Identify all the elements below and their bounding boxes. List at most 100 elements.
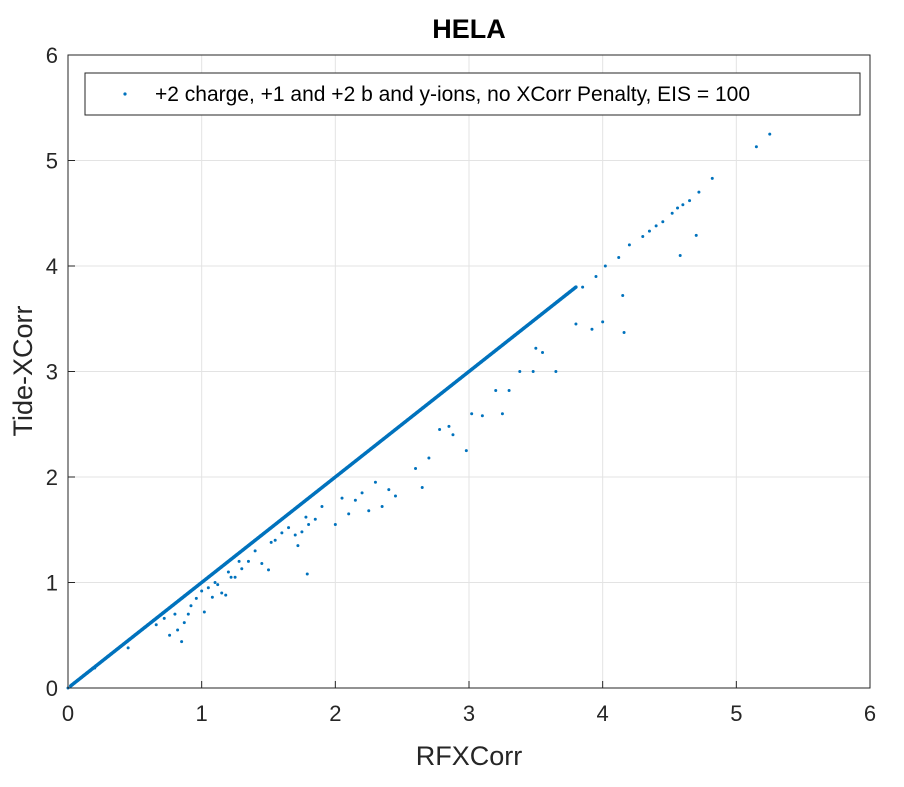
data-point [162, 616, 166, 620]
y-tick-label: 6 [46, 43, 58, 68]
data-point [189, 604, 193, 608]
data-point [126, 646, 130, 650]
data-point [688, 199, 692, 203]
data-point [300, 530, 304, 534]
data-point [641, 234, 645, 238]
data-point [224, 593, 228, 597]
y-tick-label: 3 [46, 360, 58, 385]
data-point [393, 494, 397, 498]
data-point [182, 621, 186, 625]
data-point [654, 224, 658, 228]
data-point [82, 673, 86, 677]
data-point [273, 538, 277, 542]
data-point [754, 145, 758, 149]
x-tick-label: 6 [864, 701, 876, 726]
data-point [681, 203, 685, 207]
data-point [296, 544, 300, 548]
data-point [554, 370, 558, 373]
data-point [507, 388, 511, 392]
data-point [541, 351, 545, 355]
data-point [206, 586, 210, 590]
data-point [210, 595, 214, 599]
data-point [233, 575, 237, 579]
x-tick-label: 3 [463, 701, 475, 726]
y-tick-label: 0 [46, 676, 58, 701]
data-point [320, 505, 324, 509]
y-tick-label: 5 [46, 149, 58, 174]
data-point [260, 562, 264, 566]
data-point [601, 320, 605, 324]
data-point [305, 572, 309, 576]
legend-box [84, 72, 861, 116]
data-point [603, 264, 607, 268]
x-tick-label: 2 [329, 701, 341, 726]
data-point [676, 206, 680, 210]
x-tick-labels: 0 1 2 3 4 5 6 [62, 701, 876, 726]
data-point [647, 229, 651, 233]
data-point [168, 633, 172, 637]
data-point [360, 491, 364, 495]
data-point [237, 559, 241, 563]
data-point [534, 346, 538, 350]
data-points [66, 132, 772, 690]
data-point [347, 512, 351, 516]
data-point [154, 623, 158, 627]
data-point [518, 370, 522, 373]
y-tick-label: 2 [46, 465, 58, 490]
data-point [470, 412, 474, 416]
data-point [194, 596, 198, 600]
chart-title: HELA [432, 14, 506, 44]
data-point [173, 612, 177, 616]
data-point [202, 610, 206, 614]
data-point [106, 654, 110, 658]
data-point [246, 559, 250, 563]
data-point [353, 498, 357, 502]
data-point [451, 433, 455, 437]
data-point [253, 549, 257, 553]
x-tick-label: 5 [730, 701, 742, 726]
legend: +2 charge, +1 and +2 b and y-ions, no XC… [84, 72, 861, 116]
data-point [622, 330, 626, 334]
data-point [304, 515, 308, 519]
data-point [267, 568, 270, 572]
y-tick-labels: 0 1 2 3 4 5 6 [46, 43, 58, 701]
data-point [661, 220, 665, 224]
data-point [387, 488, 391, 492]
y-tick-label: 4 [46, 254, 58, 279]
x-tick-label: 4 [597, 701, 609, 726]
data-point [594, 275, 598, 279]
data-point [414, 467, 418, 471]
data-point [678, 253, 682, 257]
y-tick-label: 1 [46, 571, 58, 596]
data-point [293, 533, 297, 537]
data-point [627, 243, 631, 247]
data-point [226, 570, 230, 574]
data-point [500, 412, 504, 416]
data-point [621, 294, 625, 298]
data-point [367, 509, 371, 513]
data-point [427, 456, 431, 460]
data-point [307, 522, 311, 526]
data-point [420, 486, 424, 490]
data-point [340, 496, 344, 500]
data-point [670, 211, 674, 215]
data-point [574, 285, 578, 289]
data-point [200, 589, 204, 593]
plot-frame [67, 54, 871, 689]
data-point [313, 517, 317, 521]
legend-marker [123, 92, 127, 96]
x-tick-label: 1 [196, 701, 208, 726]
data-point [269, 540, 273, 544]
data-point [333, 522, 337, 526]
data-point [710, 176, 714, 180]
data-point [229, 575, 233, 579]
data-point [220, 591, 224, 595]
x-tick-label: 0 [62, 701, 74, 726]
data-point [213, 581, 217, 584]
legend-entry-label: +2 charge, +1 and +2 b and y-ions, no XC… [155, 83, 750, 106]
data-point [531, 370, 535, 373]
data-point [464, 449, 468, 453]
data-point [380, 505, 384, 509]
data-point [447, 424, 451, 428]
